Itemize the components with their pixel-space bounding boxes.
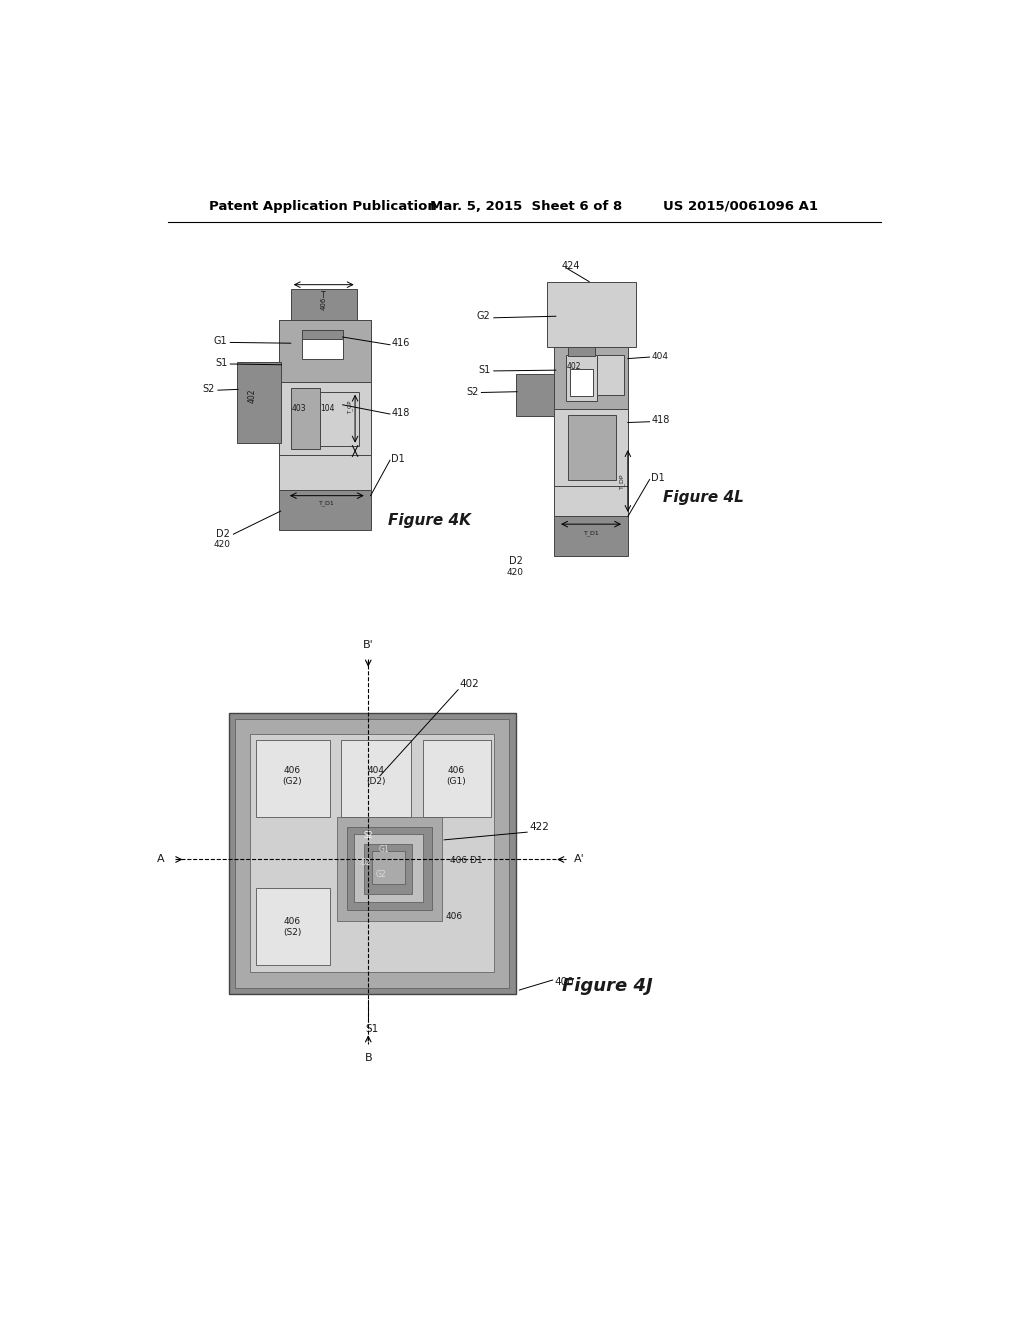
Text: 416: 416 (391, 338, 410, 348)
Text: S2: S2 (466, 387, 478, 397)
Text: Figure 4K: Figure 4K (388, 512, 471, 528)
Bar (515, 374, 556, 416)
Text: 404
(D2): 404 (D2) (367, 766, 386, 785)
Text: D2: D2 (360, 858, 372, 867)
Text: T_GP: T_GP (347, 400, 353, 414)
Text: 406 D1: 406 D1 (450, 857, 482, 865)
Bar (228, 713, 515, 994)
Text: D1: D1 (391, 454, 406, 463)
Bar (234, 719, 509, 987)
Text: 404: 404 (651, 352, 668, 360)
Bar (237, 363, 282, 444)
Bar (321, 392, 359, 446)
Bar (554, 409, 628, 486)
Bar (568, 414, 616, 480)
Text: B: B (365, 1053, 372, 1063)
Text: 402: 402 (566, 362, 581, 371)
Text: T_D1: T_D1 (318, 500, 334, 506)
Bar (597, 355, 624, 395)
Text: A: A (157, 854, 165, 865)
Text: 406: 406 (321, 297, 327, 310)
Bar (302, 330, 343, 339)
Text: T: T (321, 290, 326, 300)
Bar (554, 347, 628, 409)
Bar (280, 381, 371, 455)
Text: 420: 420 (506, 568, 523, 577)
Text: G1: G1 (214, 335, 227, 346)
Text: Figure 4L: Figure 4L (663, 490, 743, 504)
Bar (423, 739, 490, 817)
Text: 402: 402 (460, 678, 479, 689)
Text: 420: 420 (213, 540, 230, 549)
Bar (256, 739, 330, 817)
Bar (566, 355, 597, 401)
Text: S2: S2 (364, 832, 373, 841)
Bar (291, 289, 356, 326)
Bar (280, 321, 371, 381)
Text: D2: D2 (509, 556, 523, 566)
Text: 403: 403 (291, 404, 306, 413)
Text: T_D1: T_D1 (584, 531, 599, 536)
Text: Mar. 5, 2015  Sheet 6 of 8: Mar. 5, 2015 Sheet 6 of 8 (430, 199, 623, 213)
Text: D1: D1 (651, 473, 665, 483)
Bar (291, 388, 321, 450)
Text: 406
(G2): 406 (G2) (283, 766, 302, 785)
Text: S1: S1 (366, 1023, 379, 1034)
Bar (547, 281, 636, 347)
Text: 406
(S2): 406 (S2) (283, 917, 301, 937)
Bar (365, 843, 413, 894)
Text: 424: 424 (562, 261, 581, 271)
Text: B': B' (362, 640, 374, 649)
Bar (569, 368, 593, 396)
Text: Patent Application Publication: Patent Application Publication (209, 199, 437, 213)
Text: S2: S2 (203, 384, 215, 395)
Text: S1: S1 (478, 366, 490, 375)
Bar (354, 834, 423, 903)
Bar (256, 888, 330, 965)
Text: 406
(G1): 406 (G1) (446, 766, 467, 785)
Text: 406: 406 (445, 912, 463, 921)
Bar (341, 739, 411, 817)
Bar (568, 347, 595, 356)
Text: 400: 400 (554, 977, 573, 987)
Text: G2: G2 (376, 870, 387, 879)
Text: 422: 422 (529, 822, 549, 832)
Bar (554, 347, 628, 516)
Text: T_DP: T_DP (620, 474, 626, 488)
Bar (280, 490, 371, 529)
Bar (280, 321, 371, 490)
Bar (302, 330, 343, 359)
Text: 104: 104 (319, 404, 335, 413)
Bar (554, 516, 628, 557)
Bar (346, 826, 432, 909)
Text: S1: S1 (215, 358, 227, 368)
Bar (337, 817, 442, 921)
Text: US 2015/0061096 A1: US 2015/0061096 A1 (663, 199, 818, 213)
Bar (372, 851, 404, 884)
Text: 402: 402 (248, 388, 256, 403)
Text: A': A' (573, 854, 585, 865)
Text: G2: G2 (477, 312, 490, 321)
Text: D2: D2 (216, 529, 230, 539)
Bar (251, 734, 494, 973)
Text: 418: 418 (391, 408, 410, 417)
Text: G1: G1 (379, 845, 389, 854)
Text: 418: 418 (651, 416, 670, 425)
Text: Figure 4J: Figure 4J (562, 977, 652, 995)
